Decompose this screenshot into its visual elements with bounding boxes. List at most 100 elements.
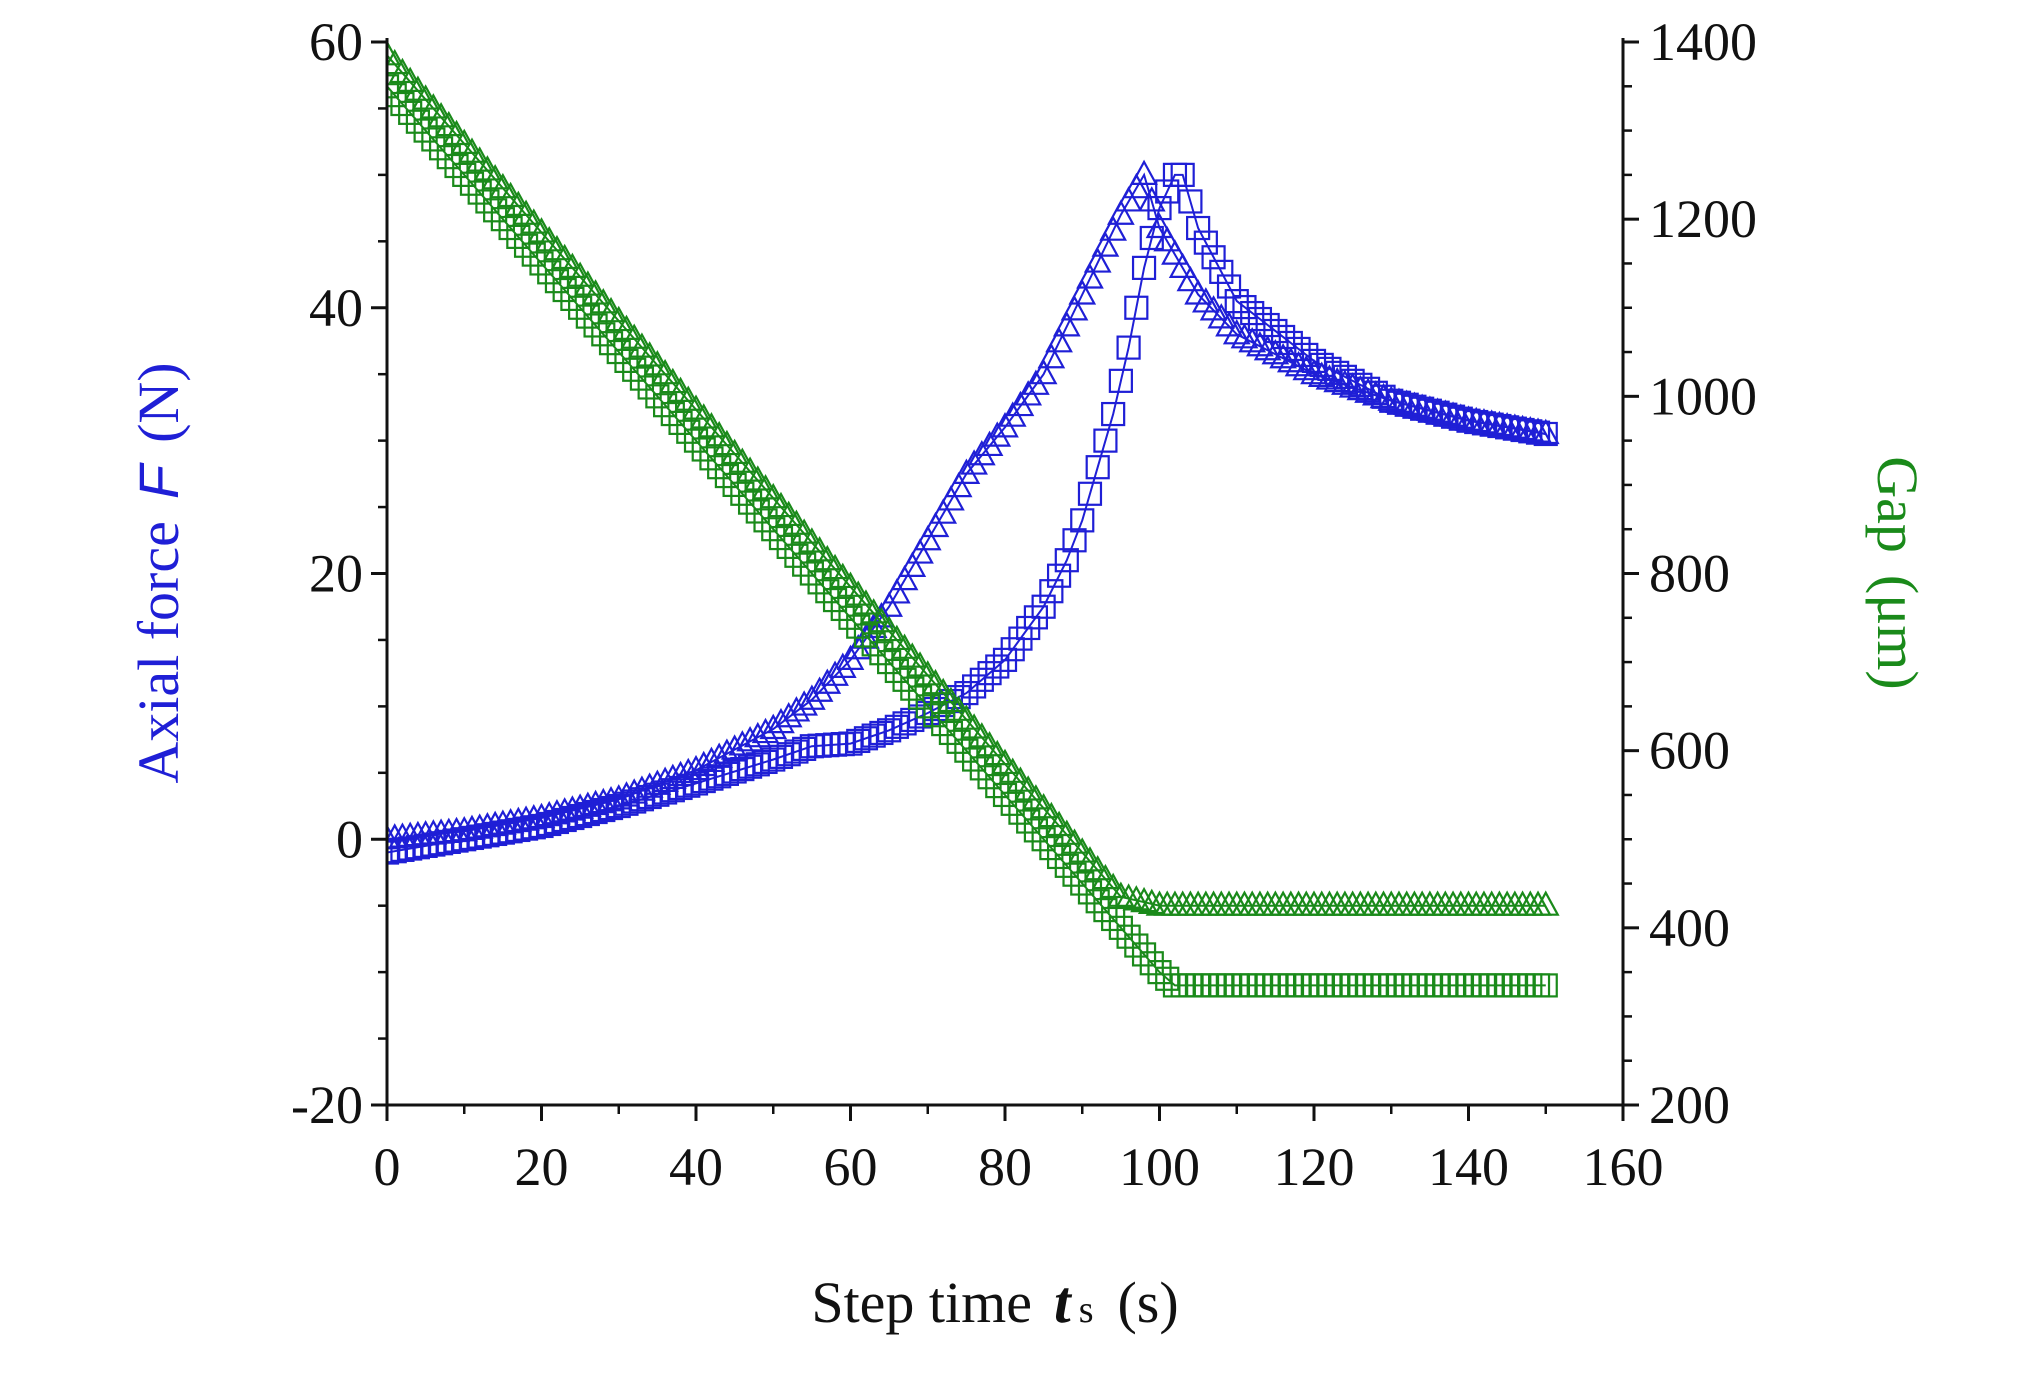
square-marker: [1340, 368, 1365, 393]
square-marker: [560, 286, 585, 311]
square-marker: [598, 331, 624, 356]
square-marker: [467, 824, 492, 849]
square-marker: [1147, 960, 1172, 985]
square-marker: [954, 680, 979, 706]
y-left-tick-label: 0: [336, 809, 363, 869]
triangle-marker: [960, 449, 988, 475]
square-marker: [699, 446, 724, 471]
y-axis-left-label: Axial force F (N): [126, 362, 191, 783]
triangle-marker: [1060, 295, 1089, 321]
triangle-marker: [1045, 327, 1073, 353]
square-marker: [583, 799, 608, 825]
square-marker: [668, 775, 693, 801]
square-marker: [405, 835, 430, 860]
square-marker: [838, 731, 863, 756]
triangle-marker: [813, 668, 842, 694]
triangle-marker: [929, 498, 958, 524]
square-marker: [1023, 818, 1049, 843]
triangle-marker: [1238, 327, 1267, 353]
series-line: [387, 54, 1546, 907]
square-marker: [792, 736, 817, 761]
square-marker: [1533, 973, 1558, 998]
square-marker: [691, 437, 716, 462]
square-marker: [1008, 800, 1033, 825]
square-marker: [961, 747, 987, 772]
square-marker: [1039, 579, 1064, 604]
square-marker: [537, 811, 562, 837]
square-marker: [459, 171, 485, 196]
triangle-marker: [1029, 358, 1058, 385]
square-marker: [529, 251, 554, 276]
square-marker: [1448, 406, 1473, 431]
square-marker: [622, 789, 647, 814]
square-marker: [490, 820, 515, 845]
x-tick-label: 20: [515, 1137, 569, 1197]
y-right-tick-label: 800: [1649, 544, 1730, 604]
square-marker: [869, 720, 894, 746]
square-marker: [1425, 400, 1450, 425]
square-marker: [846, 614, 871, 639]
square-marker: [575, 304, 600, 329]
square-marker: [884, 658, 909, 684]
x-axis-label: Step time t s (s): [811, 1269, 1178, 1335]
square-marker: [591, 797, 616, 823]
square-marker: [390, 91, 415, 117]
triangle-marker: [1246, 330, 1274, 357]
square-marker: [776, 742, 801, 767]
square-marker: [683, 771, 709, 796]
square-marker: [552, 807, 577, 833]
square-marker: [467, 180, 492, 205]
square-marker: [1433, 402, 1458, 427]
square-marker: [761, 517, 786, 542]
square-marker: [869, 641, 894, 666]
square-marker: [1487, 413, 1512, 439]
x-label-main: Step time: [811, 1270, 1032, 1335]
square-marker: [1093, 428, 1118, 453]
square-marker: [483, 821, 508, 847]
square-marker: [722, 472, 747, 498]
square-marker: [452, 827, 477, 852]
triangle-marker: [898, 551, 927, 577]
square-marker: [475, 823, 500, 848]
square-marker: [387, 83, 407, 108]
x-tick-label: 120: [1274, 1137, 1355, 1197]
square-marker: [799, 561, 824, 586]
square-marker: [1131, 255, 1157, 280]
square-marker: [1355, 376, 1381, 401]
square-marker: [1193, 230, 1218, 255]
square-marker: [490, 207, 515, 232]
square-marker: [560, 805, 585, 831]
square-marker: [390, 837, 415, 862]
square-marker: [1209, 259, 1234, 284]
square-marker: [815, 579, 840, 604]
square-marker: [745, 499, 770, 524]
square-marker: [421, 832, 446, 857]
square-marker: [676, 773, 701, 798]
triangle-marker: [1176, 265, 1205, 292]
triangle-marker: [1137, 888, 1166, 915]
triangle-marker: [1130, 886, 1158, 913]
square-marker: [853, 726, 879, 751]
square-marker: [1070, 508, 1095, 533]
series-line: [387, 173, 1546, 854]
triangle-marker: [1137, 186, 1166, 212]
square-marker: [475, 189, 500, 214]
square-marker: [1417, 398, 1442, 423]
triangle-marker: [1099, 215, 1128, 241]
y-right-tick-label: 1200: [1649, 189, 1757, 249]
x-tick-label: 0: [374, 1137, 401, 1197]
tick-labels: 0 20 40 60 80 100 120 140 160-200204060200400600…: [291, 12, 1757, 1197]
square-marker: [915, 694, 940, 719]
square-marker: [714, 463, 740, 489]
triangle-marker: [1114, 186, 1143, 212]
square-marker: [1386, 390, 1412, 415]
square-marker: [1139, 225, 1164, 251]
square-marker: [1186, 215, 1211, 241]
square-marker: [1394, 392, 1419, 417]
triangle-marker: [1292, 354, 1321, 381]
square-marker: [1046, 844, 1072, 870]
square-marker: [1456, 408, 1481, 433]
triangle-marker: [805, 676, 834, 702]
square-marker: [413, 118, 438, 143]
square-marker: [483, 198, 508, 223]
